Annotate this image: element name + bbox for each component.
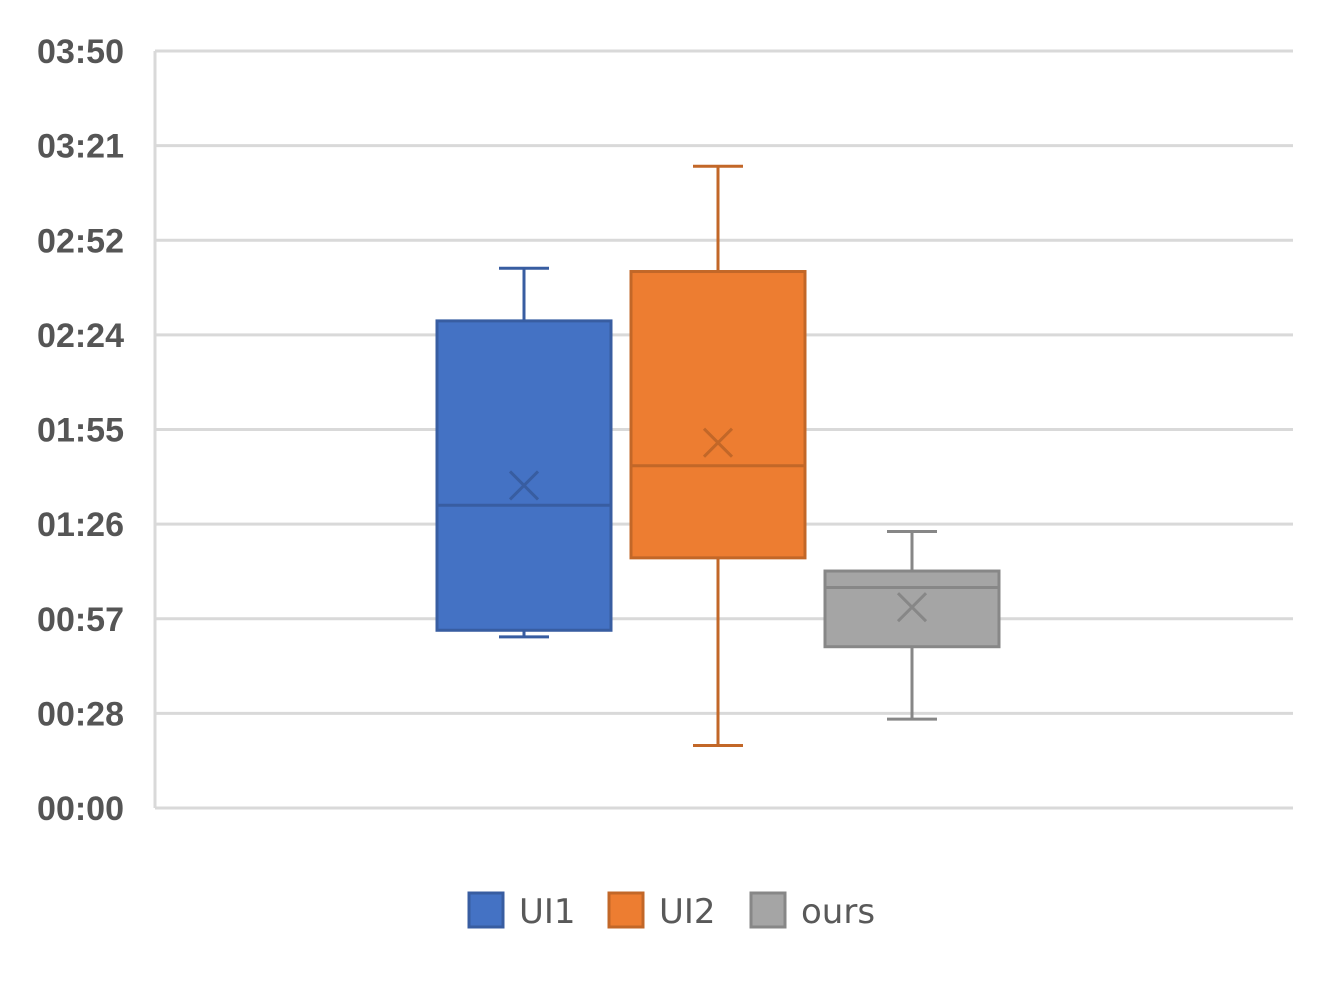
y-tick-label: 00:28 (37, 695, 124, 733)
y-tick-label: 01:26 (37, 506, 124, 544)
legend-label: UI2 (659, 892, 716, 932)
legend-item-ui2: UI2 (607, 891, 716, 932)
box-ui1 (435, 266, 613, 639)
mean-marker (702, 427, 734, 458)
y-tick-label: 02:52 (37, 222, 124, 260)
interquartile-box (435, 319, 613, 632)
legend-label: ours (801, 892, 875, 932)
legend-label: UI1 (519, 892, 576, 932)
interquartile-box (629, 270, 807, 560)
box-ui2 (629, 164, 807, 747)
legend-swatch (749, 891, 787, 929)
mean-marker (508, 470, 540, 501)
legend-swatch (607, 891, 645, 929)
y-tick-label: 02:24 (37, 317, 124, 355)
y-axis: 00:00 00:28 00:57 01:26 01:55 02:24 02:52 03:21… (37, 33, 157, 828)
plot-area (435, 164, 1001, 747)
y-tick-label: 00:57 (37, 601, 124, 639)
y-tick-label: 01:55 (37, 412, 124, 450)
legend-item-ours: ours (749, 891, 875, 932)
mean-marker (896, 592, 928, 623)
legend: UI1 UI2 ours (467, 891, 875, 932)
box-ours (823, 530, 1001, 721)
legend-item-ui1: UI1 (467, 891, 576, 932)
y-tick-label: 03:21 (37, 128, 124, 166)
y-tick-label: 03:50 (37, 33, 124, 71)
y-tick-label: 00:00 (37, 790, 124, 828)
legend-swatch (467, 891, 505, 929)
